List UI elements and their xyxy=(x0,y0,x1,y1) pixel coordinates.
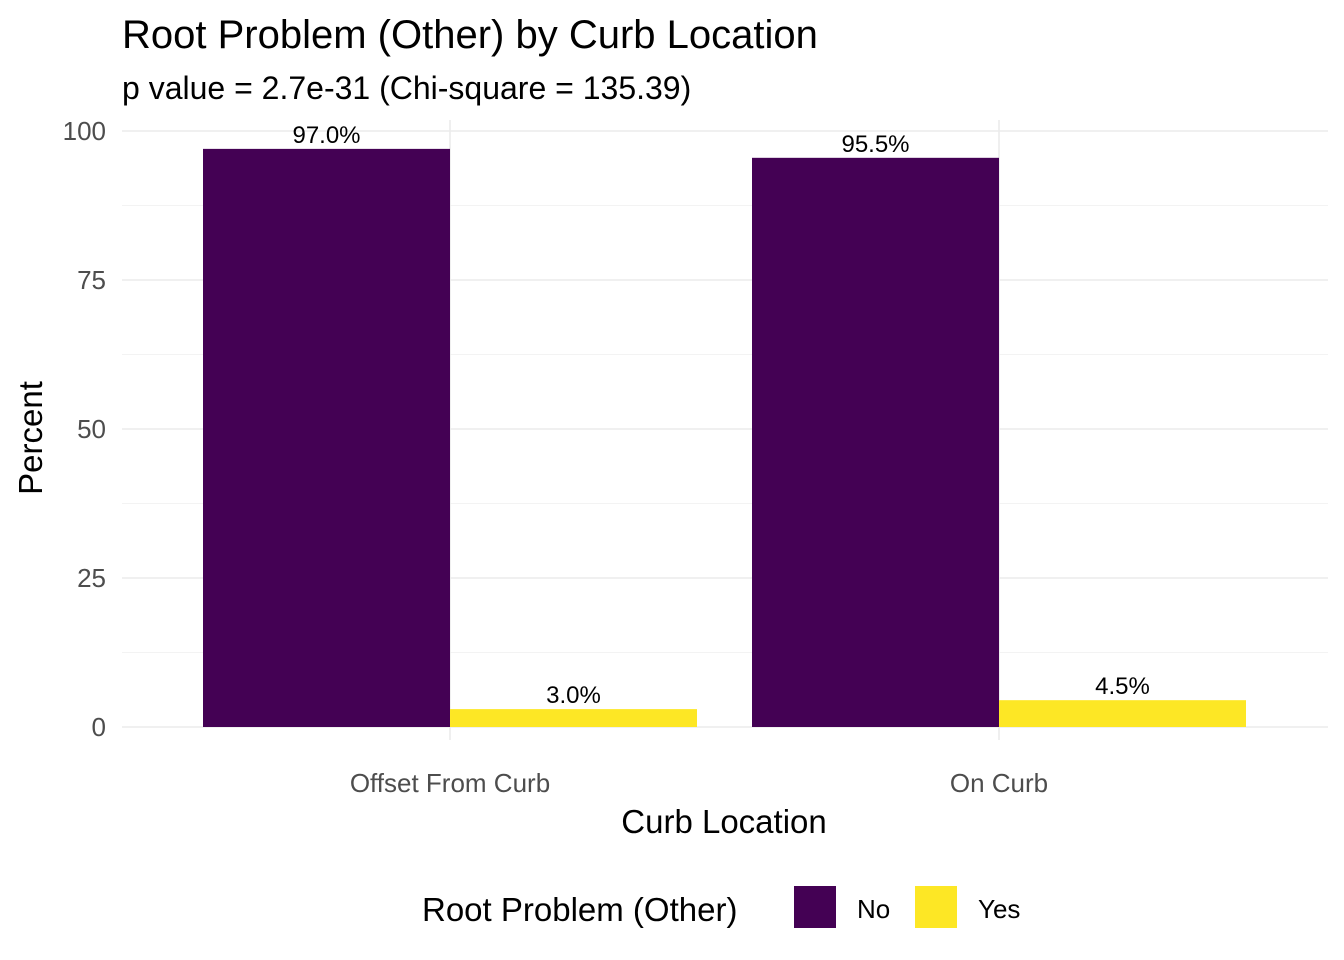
chart-title: Root Problem (Other) by Curb Location xyxy=(122,13,818,57)
x-tick-label: Offset From Curb xyxy=(350,768,550,798)
y-axis-ticks: 0 25 50 75 100 xyxy=(63,116,106,742)
bar-value-label: 4.5% xyxy=(1095,673,1150,700)
legend-key-yes xyxy=(915,886,957,928)
legend-label: No xyxy=(857,894,890,924)
bar-no xyxy=(203,148,450,727)
bar-value-label: 95.5% xyxy=(841,131,909,158)
legend: Root Problem (Other) No Yes xyxy=(422,886,1020,928)
x-tick-label: On Curb xyxy=(950,768,1048,798)
chart-subtitle: p value = 2.7e-31 (Chi-square = 135.39) xyxy=(122,70,691,106)
y-axis-title: Percent xyxy=(12,381,49,495)
data-labels: 97.0% 3.0% 95.5% 4.5% xyxy=(292,122,1149,709)
x-axis-title: Curb Location xyxy=(621,803,826,840)
bars xyxy=(203,148,1246,727)
y-tick-label: 0 xyxy=(92,712,106,742)
y-tick-label: 25 xyxy=(77,563,106,593)
legend-key-no xyxy=(794,886,836,928)
y-tick-label: 50 xyxy=(77,414,106,444)
y-tick-label: 100 xyxy=(63,116,106,146)
y-tick-label: 75 xyxy=(77,265,106,295)
legend-title: Root Problem (Other) xyxy=(422,891,737,928)
legend-label: Yes xyxy=(978,894,1020,924)
bar-value-label: 3.0% xyxy=(546,682,601,709)
bar-yes xyxy=(999,700,1246,727)
bar-value-label: 97.0% xyxy=(292,122,360,149)
x-axis-ticks: Offset From Curb On Curb xyxy=(350,768,1048,798)
bar-no xyxy=(752,157,999,727)
bar-yes xyxy=(450,709,697,727)
